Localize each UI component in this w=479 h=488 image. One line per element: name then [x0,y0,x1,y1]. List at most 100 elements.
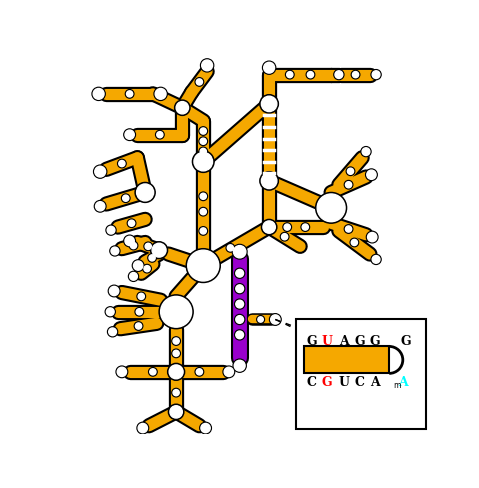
Circle shape [365,170,377,181]
Circle shape [235,315,245,325]
Circle shape [195,79,204,87]
Circle shape [128,272,138,282]
Circle shape [196,80,203,86]
Circle shape [157,132,163,139]
Text: U: U [339,375,350,388]
Circle shape [353,72,359,79]
Text: G: G [370,334,381,347]
Circle shape [367,233,377,242]
Circle shape [132,260,144,272]
Text: A: A [399,375,408,388]
Circle shape [125,131,134,140]
Circle shape [130,243,137,249]
Circle shape [137,184,154,202]
Circle shape [270,314,281,325]
Circle shape [258,317,263,323]
Circle shape [125,237,134,246]
Circle shape [107,227,115,235]
Circle shape [260,96,278,114]
Circle shape [194,153,213,171]
Circle shape [236,270,243,278]
Circle shape [199,193,207,201]
Circle shape [301,224,309,232]
Circle shape [92,88,105,101]
Text: G: G [354,334,365,347]
Circle shape [108,285,120,297]
Circle shape [119,161,125,167]
Circle shape [126,92,133,98]
Circle shape [150,242,168,259]
Circle shape [134,322,143,330]
Circle shape [372,72,380,80]
Circle shape [287,72,293,79]
Circle shape [134,262,143,271]
Circle shape [111,247,119,255]
Circle shape [124,236,136,247]
Circle shape [283,224,291,232]
Circle shape [127,220,136,228]
Circle shape [236,316,243,324]
Circle shape [188,251,219,282]
Circle shape [284,224,290,231]
Circle shape [122,195,130,203]
Circle shape [199,127,207,136]
Circle shape [285,71,294,80]
Circle shape [143,265,151,273]
Circle shape [128,221,135,227]
Circle shape [124,130,136,141]
Circle shape [173,350,179,357]
Circle shape [227,245,233,251]
Circle shape [110,246,120,256]
Circle shape [137,423,148,434]
Circle shape [344,225,353,234]
Circle shape [280,233,289,242]
Circle shape [123,196,129,202]
Circle shape [367,171,376,180]
Circle shape [260,172,278,191]
Circle shape [172,337,181,346]
Circle shape [138,294,144,300]
Circle shape [196,369,203,375]
Circle shape [169,405,184,420]
Circle shape [262,174,277,189]
Circle shape [93,89,104,100]
Circle shape [195,368,204,376]
Circle shape [117,367,126,377]
Circle shape [145,244,151,250]
Circle shape [93,166,107,179]
Circle shape [306,71,315,80]
Circle shape [345,226,352,233]
Circle shape [95,202,105,211]
Circle shape [160,297,192,327]
Circle shape [351,71,360,80]
Circle shape [135,183,155,203]
Circle shape [106,308,114,316]
Circle shape [347,169,354,175]
Text: G: G [307,334,317,347]
Circle shape [235,300,245,309]
Circle shape [308,72,314,79]
Circle shape [199,227,207,236]
Circle shape [350,239,359,247]
Circle shape [156,131,164,140]
Circle shape [262,220,277,235]
Text: C: C [355,375,365,388]
Circle shape [257,316,264,324]
Circle shape [362,148,370,156]
Circle shape [172,349,181,358]
Circle shape [224,367,233,377]
Circle shape [345,183,352,188]
Circle shape [172,388,181,397]
Circle shape [335,72,343,80]
Circle shape [200,129,206,135]
Circle shape [176,102,189,115]
Circle shape [154,88,167,101]
Circle shape [200,194,206,200]
Text: A: A [340,334,349,347]
Circle shape [234,361,245,371]
Circle shape [129,242,138,250]
Circle shape [236,301,243,308]
Circle shape [361,147,371,157]
Circle shape [125,90,134,99]
FancyBboxPatch shape [296,320,426,429]
